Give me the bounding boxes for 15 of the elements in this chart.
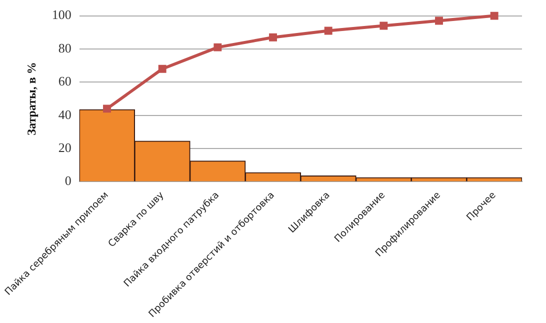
point <box>435 16 443 25</box>
y-tick-label: 40 <box>58 106 72 122</box>
point <box>490 12 498 20</box>
point <box>324 26 332 35</box>
y-tick-label: 0 <box>64 173 72 188</box>
y-tick-label: 20 <box>58 140 72 155</box>
point <box>103 104 111 113</box>
y-tick-label: 60 <box>58 74 72 89</box>
point <box>214 43 222 52</box>
point <box>158 64 166 73</box>
point <box>380 22 388 30</box>
point <box>269 33 277 42</box>
y-axis-title: Затраты, в % <box>24 62 39 136</box>
y-tick-label: 80 <box>58 40 72 56</box>
y-tick-label: 100 <box>52 7 72 22</box>
